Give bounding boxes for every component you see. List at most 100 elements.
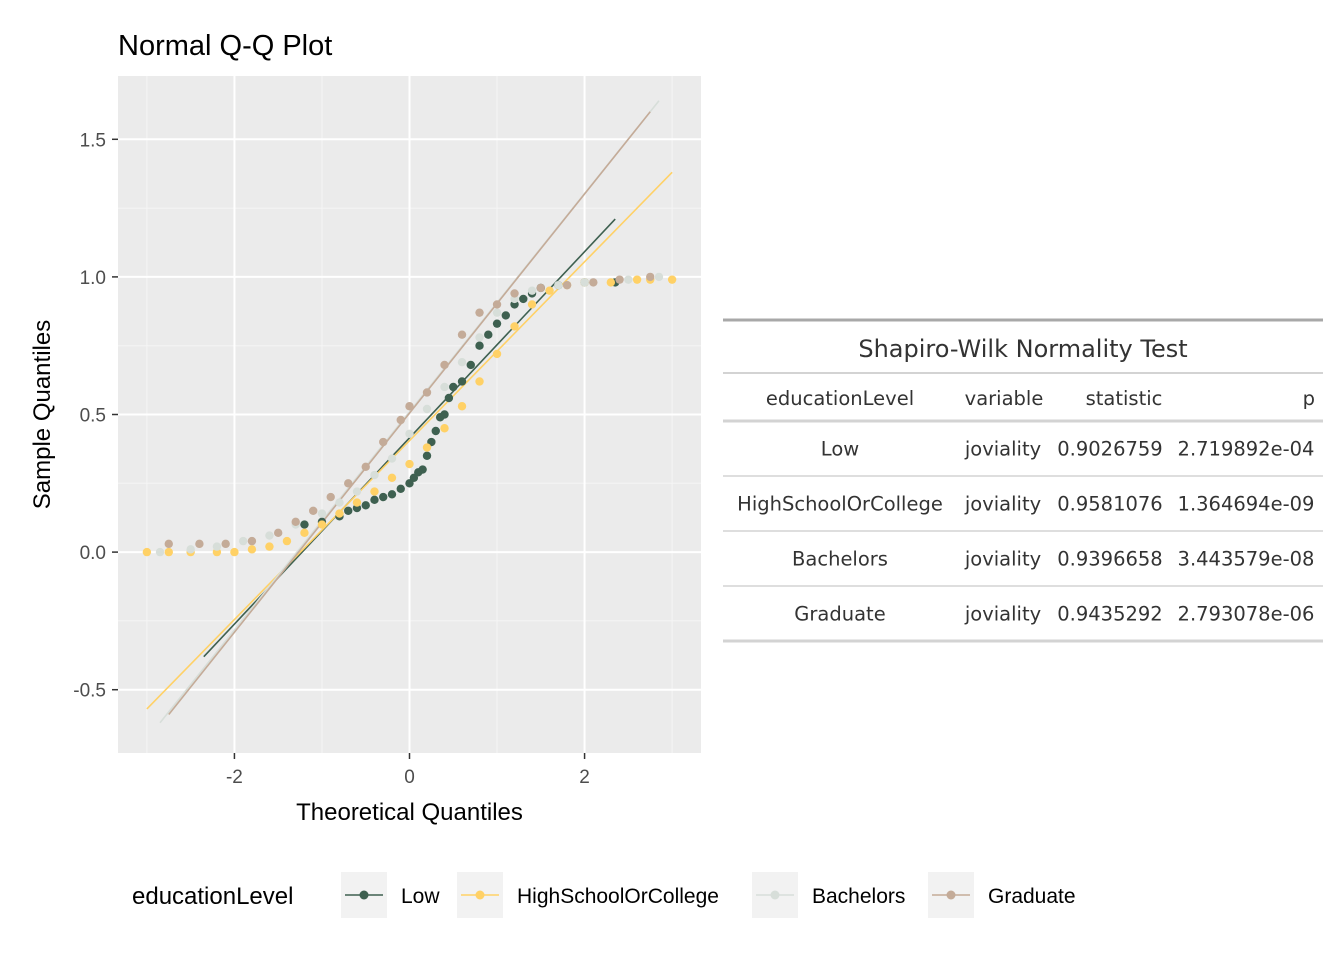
y-tick-label: 1.5 [80, 130, 106, 151]
x-axis: -2 0 2 [226, 753, 590, 788]
table-cell: joviality [964, 438, 1041, 461]
data-point [589, 278, 598, 287]
data-point [155, 547, 165, 557]
data-point [370, 487, 379, 496]
table-cell: 0.9435292 [1057, 603, 1162, 626]
y-tick-label: 1.0 [80, 268, 106, 289]
data-point [492, 300, 502, 309]
table-cell: HighSchoolOrCollege [737, 493, 943, 516]
legend-key-point [475, 890, 485, 900]
data-point [457, 402, 467, 411]
data-point [545, 286, 554, 295]
x-tick-label: 2 [579, 767, 590, 788]
data-point [387, 473, 397, 482]
data-point [422, 404, 432, 414]
data-point [326, 492, 335, 502]
data-point [282, 536, 292, 546]
y-axis-title: Sample Quantiles [29, 320, 56, 509]
data-point [370, 495, 379, 505]
data-point [300, 528, 309, 538]
data-point [379, 437, 388, 447]
table-column-header: p [1303, 387, 1315, 410]
data-point [440, 382, 449, 392]
data-point [405, 429, 414, 438]
data-point [317, 509, 327, 518]
data-point [344, 506, 353, 516]
table-cell: joviality [964, 548, 1041, 571]
data-point [396, 484, 405, 494]
data-point [352, 498, 362, 507]
data-point [422, 451, 432, 460]
x-tick-label: 0 [404, 767, 415, 788]
major-gridlines [118, 76, 701, 753]
data-point [164, 539, 173, 549]
legend-label: Graduate [988, 885, 1076, 908]
data-point [195, 539, 204, 549]
data-point [492, 308, 502, 317]
table-cell: 0.9396658 [1057, 548, 1162, 571]
data-point [440, 410, 449, 419]
data-point [444, 393, 454, 403]
legend: educationLevel Low HighSchoolOrCollege Bac… [132, 872, 1076, 918]
legend-item: Low [341, 872, 440, 918]
data-point [484, 330, 493, 339]
data-point [422, 388, 432, 397]
x-tick-label: -2 [226, 767, 243, 788]
table-cell: 2.719892e-04 [1178, 438, 1315, 461]
table-cell: joviality [964, 603, 1041, 626]
data-point [317, 520, 327, 529]
table-cell: 0.9026759 [1057, 438, 1162, 461]
data-point [405, 402, 414, 411]
table-cell: Low [821, 438, 859, 461]
table-column-header: statistic [1086, 387, 1163, 410]
table-cell: Bachelors [792, 548, 888, 571]
data-point [457, 330, 467, 339]
table-column-header: variable [965, 387, 1044, 410]
data-point [492, 319, 502, 328]
data-point [164, 547, 173, 557]
legend-item: Graduate [928, 872, 1076, 918]
data-point [475, 341, 484, 350]
legend-item: HighSchoolOrCollege [457, 872, 719, 918]
legend-label: Low [401, 885, 440, 908]
table-cell: 3.443579e-08 [1178, 548, 1315, 571]
reference-line [168, 111, 651, 715]
data-point [501, 311, 510, 320]
data-point [440, 424, 449, 433]
data-point [646, 272, 655, 282]
data-point [247, 536, 257, 546]
data-point [475, 308, 484, 317]
data-point [580, 278, 589, 287]
y-tick-label: 0.5 [80, 406, 106, 427]
legend-title: educationLevel [132, 883, 293, 910]
data-point [361, 462, 370, 471]
data-point [370, 470, 379, 480]
data-point [396, 415, 405, 425]
data-point [624, 275, 633, 284]
data-point [466, 360, 475, 370]
data-point [536, 283, 546, 293]
data-point [335, 498, 344, 507]
data-point [510, 289, 519, 298]
x-axis-title: Theoretical Quantiles [296, 799, 523, 826]
data-point [230, 547, 239, 557]
data-point [291, 517, 300, 527]
table-title: Shapiro-Wilk Normality Test [858, 335, 1187, 363]
table-cell: 1.364694e-09 [1178, 493, 1315, 516]
data-points [142, 272, 677, 557]
data-point [405, 459, 414, 469]
data-point [440, 360, 449, 370]
chart-title: Normal Q-Q Plot [118, 30, 332, 62]
data-point [265, 542, 274, 551]
data-point [387, 454, 397, 463]
data-point [475, 377, 484, 386]
data-point [309, 506, 318, 516]
data-point [300, 520, 309, 529]
data-point [335, 509, 344, 518]
data-point [221, 539, 230, 549]
table-column-header: educationLevel [766, 387, 914, 410]
data-point [527, 286, 537, 295]
data-point [265, 531, 274, 540]
y-tick-label: -0.5 [73, 681, 106, 702]
data-point [606, 278, 616, 287]
